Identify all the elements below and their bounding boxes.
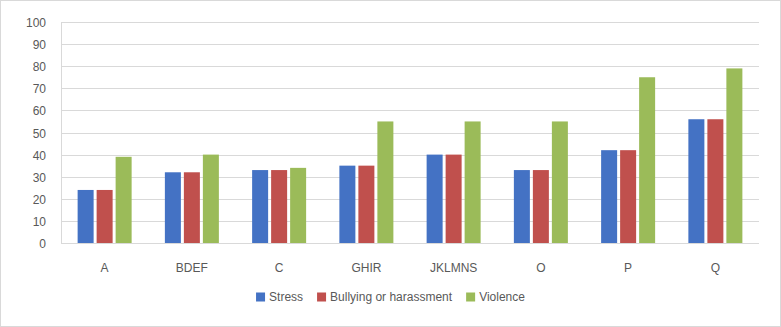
y-tick-label: 0 <box>39 237 46 251</box>
x-tick-label: Q <box>711 261 720 275</box>
legend-swatch <box>317 293 326 302</box>
y-axis-line <box>61 22 62 243</box>
grid-line <box>61 22 759 23</box>
bars <box>78 68 743 243</box>
bar <box>271 170 287 243</box>
legend-label: Violence <box>479 290 525 304</box>
x-tick-label: GHIR <box>351 261 381 275</box>
chart-container: 0 10 20 30 40 50 60 70 80 90 100 A BDEF C GHIR JKLMNS O P… <box>0 0 781 327</box>
legend-swatch <box>466 293 475 302</box>
bar <box>97 190 113 243</box>
bar <box>552 121 568 243</box>
grid-line <box>61 243 759 244</box>
bar <box>78 190 94 243</box>
bar <box>358 166 374 243</box>
y-tick-label: 80 <box>33 60 47 74</box>
y-tick-label: 70 <box>33 82 47 96</box>
x-tick-label: BDEF <box>176 261 208 275</box>
x-tick-label: A <box>101 261 109 275</box>
bar <box>165 172 181 243</box>
y-tick-label: 60 <box>33 104 47 118</box>
bar <box>427 155 443 243</box>
y-tick-label: 30 <box>33 171 47 185</box>
bar <box>377 121 393 243</box>
y-tick-label: 10 <box>33 215 47 229</box>
x-tick-label: C <box>275 261 284 275</box>
bar <box>446 155 462 243</box>
bar <box>620 150 636 243</box>
y-tick-label: 100 <box>26 16 46 30</box>
bar <box>116 157 132 243</box>
x-tick-label: JKLMNS <box>430 261 477 275</box>
bar <box>601 150 617 243</box>
bar <box>184 172 200 243</box>
legend-label: Bullying or harassment <box>330 290 453 304</box>
x-axis-line <box>61 243 759 244</box>
x-tick-label: O <box>536 261 545 275</box>
bar <box>533 170 549 243</box>
chart-svg: 0 10 20 30 40 50 60 70 80 90 100 A BDEF C GHIR JKLMNS O P… <box>0 0 781 327</box>
legend-swatch <box>256 293 265 302</box>
y-tick-label: 40 <box>33 149 47 163</box>
bar <box>203 155 219 243</box>
x-tick-label: P <box>624 261 632 275</box>
legend-label: Stress <box>269 290 303 304</box>
bar <box>639 77 655 243</box>
bar <box>726 68 742 243</box>
chart-border <box>1 1 781 327</box>
bar <box>290 168 306 243</box>
y-tick-label: 90 <box>33 38 47 52</box>
bar <box>252 170 268 243</box>
legend: Stress Bullying or harassment Violence <box>256 290 525 304</box>
bar <box>514 170 530 243</box>
grid-line <box>61 66 759 67</box>
bar <box>688 119 704 243</box>
grid-line <box>61 44 759 45</box>
bar <box>707 119 723 243</box>
y-tick-label: 50 <box>33 127 47 141</box>
bar <box>339 166 355 243</box>
y-tick-label: 20 <box>33 193 47 207</box>
grid <box>61 23 759 244</box>
bar <box>465 121 481 243</box>
